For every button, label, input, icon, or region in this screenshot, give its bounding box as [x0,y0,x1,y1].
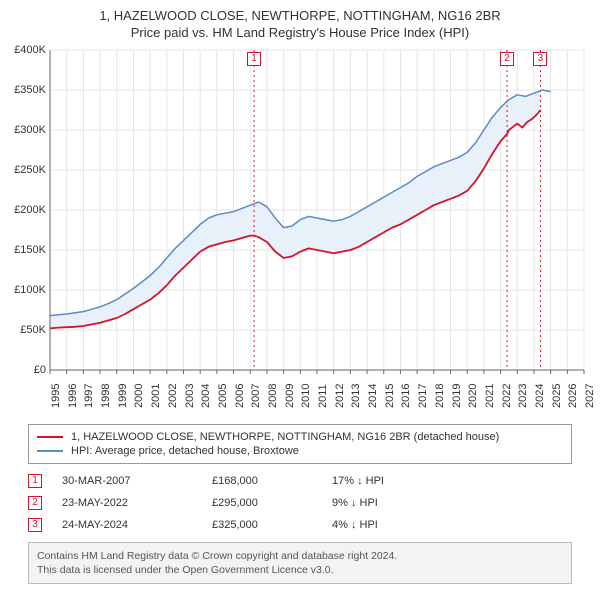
sale-row-marker: 3 [28,518,42,532]
x-tick-label: 2012 [334,384,346,408]
x-tick-label: 1998 [100,384,112,408]
x-tick-label: 2004 [200,384,212,408]
legend-item-hpi: HPI: Average price, detached house, Brox… [37,445,563,457]
legend-swatch-hpi [37,450,63,452]
attribution-footer: Contains HM Land Registry data © Crown c… [28,542,572,584]
x-tick-label: 2018 [434,384,446,408]
x-tick-label: 2010 [300,384,312,408]
x-tick-label: 1996 [67,384,79,408]
x-tick-label: 2026 [567,384,579,408]
x-tick-label: 2006 [234,384,246,408]
x-tick-label: 2020 [467,384,479,408]
sale-price: £168,000 [212,475,332,487]
sale-row-marker: 1 [28,474,42,488]
sale-price: £295,000 [212,497,332,509]
chart-area: £0£50K£100K£150K£200K£250K£300K£350K£400… [0,40,600,420]
legend-label-hpi: HPI: Average price, detached house, Brox… [71,445,299,457]
sale-row-1: 1 30-MAR-2007£168,00017% ↓ HPI [28,470,572,492]
legend-item-property: 1, HAZELWOOD CLOSE, NEWTHORPE, NOTTINGHA… [37,431,563,443]
chart-legend: 1, HAZELWOOD CLOSE, NEWTHORPE, NOTTINGHA… [28,424,572,464]
x-tick-label: 2021 [484,384,496,408]
footer-line2: This data is licensed under the Open Gov… [37,563,563,577]
sale-date: 30-MAR-2007 [62,475,212,487]
sale-row-3: 3 24-MAY-2024£325,0004% ↓ HPI [28,514,572,536]
x-tick-label: 2022 [501,384,513,408]
x-tick-label: 2016 [400,384,412,408]
x-tick-label: 2000 [133,384,145,408]
x-tick-label: 2013 [350,384,362,408]
x-tick-label: 2001 [150,384,162,408]
x-tick-label: 1995 [50,384,62,408]
sale-row-marker: 2 [28,496,42,510]
chart-plot [0,40,600,374]
x-tick-label: 2019 [451,384,463,408]
legend-swatch-property [37,436,63,438]
sale-marker-3: 3 [533,52,547,66]
x-tick-label: 2009 [284,384,296,408]
chart-title-block: 1, HAZELWOOD CLOSE, NEWTHORPE, NOTTINGHA… [0,0,600,40]
chart-title-line1: 1, HAZELWOOD CLOSE, NEWTHORPE, NOTTINGHA… [0,8,600,23]
sale-diff: 4% ↓ HPI [332,519,452,531]
sale-price: £325,000 [212,519,332,531]
x-tick-label: 2002 [167,384,179,408]
sale-date: 24-MAY-2024 [62,519,212,531]
sale-marker-2: 2 [500,52,514,66]
sale-diff: 17% ↓ HPI [332,475,452,487]
x-tick-label: 2011 [317,384,329,408]
x-tick-label: 2015 [384,384,396,408]
x-tick-label: 2007 [250,384,262,408]
x-tick-label: 2003 [184,384,196,408]
sales-table: 1 30-MAR-2007£168,00017% ↓ HPI 2 23-MAY-202… [28,470,572,536]
x-axis: 1995 1996 1997 1998 1999 2000 2001 2002 2003 2004… [0,370,600,420]
x-tick-label: 2025 [551,384,563,408]
sale-marker-1: 1 [247,52,261,66]
x-tick-label: 2008 [267,384,279,408]
footer-line1: Contains HM Land Registry data © Crown c… [37,549,563,563]
sale-diff: 9% ↓ HPI [332,497,452,509]
x-tick-label: 2014 [367,384,379,408]
x-tick-label: 2023 [517,384,529,408]
sale-row-2: 2 23-MAY-2022£295,0009% ↓ HPI [28,492,572,514]
x-tick-label: 2024 [534,384,546,408]
x-tick-label: 1997 [83,384,95,408]
x-tick-label: 2017 [417,384,429,408]
x-tick-label: 1999 [117,384,129,408]
chart-title-line2: Price paid vs. HM Land Registry's House … [0,25,600,40]
legend-label-property: 1, HAZELWOOD CLOSE, NEWTHORPE, NOTTINGHA… [71,431,499,443]
sale-date: 23-MAY-2022 [62,497,212,509]
x-tick-label: 2005 [217,384,229,408]
x-tick-label: 2027 [584,384,596,408]
